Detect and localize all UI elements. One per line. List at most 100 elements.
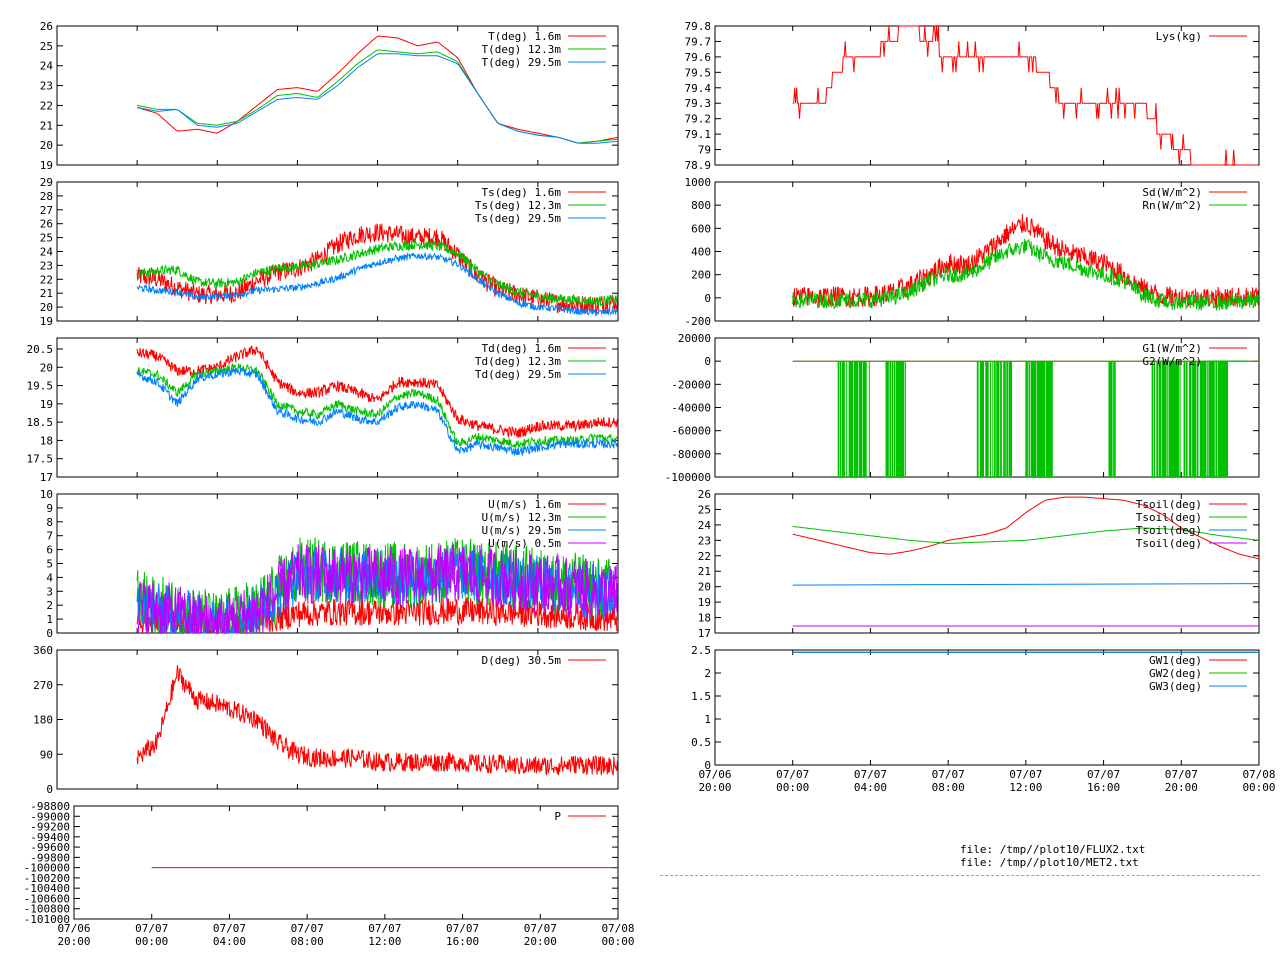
flux-dropout-band — [1108, 361, 1116, 477]
y-tick-label: 25 — [40, 232, 53, 245]
y-tick-label: 18.5 — [27, 416, 54, 429]
legend-label: Sd(W/m^2) — [1142, 186, 1202, 199]
chart-ground-flux: -100000 -80000 -60000 -40000 -20000 0 20000 G1(… — [665, 332, 1260, 484]
x-tick-time: 00:00 — [601, 935, 634, 948]
legend-label: D(deg) 30.5m — [482, 654, 562, 667]
chart-wind-direction: 0 90 180 270 360 D(deg) 30.5m — [33, 644, 619, 796]
series-line-red — [136, 35, 619, 144]
y-tick-label: 19 — [40, 315, 53, 328]
y-tick-label: 21 — [40, 119, 53, 132]
y-tick-label: 600 — [691, 222, 711, 235]
x-tick-time: 20:00 — [524, 935, 557, 948]
legend-label: Ts(deg) 1.6m — [482, 186, 562, 199]
x-tick-date: 07/07 — [1009, 768, 1042, 781]
x-tick-date: 07/07 — [932, 768, 965, 781]
y-tick-label: 2 — [46, 599, 53, 612]
series-line-green — [136, 239, 618, 307]
legend-label: Td(deg) 29.5m — [475, 368, 561, 381]
legend-label: Ts(deg) 12.3m — [475, 199, 561, 212]
y-tick-label: -80000 — [671, 448, 711, 461]
series-line-green — [136, 362, 618, 448]
legend-label: T(deg) 12.3m — [482, 43, 562, 56]
x-tick-time: 00:00 — [776, 781, 809, 794]
x-tick-date: 07/08 — [1242, 768, 1275, 781]
flux-dropout-band — [976, 361, 1012, 477]
x-tick-time: 20:00 — [698, 781, 731, 794]
y-tick-label: 26 — [698, 488, 711, 501]
series-line-blue — [137, 53, 619, 144]
x-tick-time: 00:00 — [135, 935, 168, 948]
legend-label: U(m/s) 29.5m — [482, 524, 562, 537]
y-tick-label: 29 — [40, 176, 53, 189]
chart-air-temperature: 19 20 21 22 23 24 25 26 T(deg) 1.6mT(deg) 12.3mT… — [40, 20, 619, 172]
y-tick-label: 19 — [40, 398, 53, 411]
x-tick-date: 07/08 — [601, 922, 634, 935]
y-tick-label: 9 — [46, 502, 53, 515]
y-tick-label: -20000 — [671, 378, 711, 391]
legend-label: G2(W/m^2) — [1142, 355, 1202, 368]
y-tick-label: 20 — [40, 301, 53, 314]
y-tick-label: 19 — [40, 159, 53, 172]
y-tick-label: 24 — [40, 60, 54, 73]
y-tick-label: -100000 — [24, 862, 70, 875]
y-tick-label: 24 — [40, 246, 54, 259]
y-tick-label: 20 — [40, 139, 53, 152]
x-tick-time: 20:00 — [57, 935, 90, 948]
y-tick-label: 79 — [698, 144, 711, 157]
plot-frame — [714, 493, 1260, 634]
y-tick-label: 24 — [698, 519, 712, 532]
y-tick-label: 5 — [46, 558, 53, 571]
legend-label: Td(deg) 12.3m — [475, 355, 561, 368]
y-tick-label: 10 — [40, 488, 53, 501]
y-tick-label: -100800 — [24, 903, 70, 916]
plot-frame — [56, 25, 619, 166]
y-tick-label: 0 — [704, 355, 711, 368]
x-tick-date: 07/07 — [135, 922, 168, 935]
x-tick-date: 07/07 — [854, 768, 887, 781]
legend-label: Td(deg) 1.6m — [482, 342, 562, 355]
series-line-green — [792, 238, 1259, 312]
chart-groundwater: 00.511.522.507/0620:0007/0700:0007/0704:… — [691, 644, 1275, 794]
y-tick-label: 28 — [40, 190, 53, 203]
legend-label: T(deg) 29.5m — [482, 56, 562, 69]
y-tick-label: 270 — [33, 679, 53, 692]
series-line-red — [136, 665, 618, 776]
file-note-met: file: /tmp//plot10/MET2.txt — [960, 856, 1139, 869]
series-line-red — [792, 496, 1260, 560]
y-tick-label: 22 — [40, 273, 53, 286]
legend-label: Tsoil(deg) — [1136, 498, 1202, 511]
y-tick-label: -100000 — [665, 471, 711, 484]
y-tick-label: -99400 — [30, 831, 70, 844]
y-tick-label: -98800 — [30, 800, 70, 813]
y-tick-label: 79.7 — [685, 35, 712, 48]
y-tick-label: 360 — [33, 644, 53, 657]
y-tick-label: 21 — [40, 287, 53, 300]
y-tick-label: 79.6 — [685, 51, 712, 64]
y-tick-label: 3 — [46, 585, 53, 598]
y-tick-label: 26 — [40, 20, 53, 33]
y-tick-label: 18 — [698, 612, 711, 625]
y-tick-label: 22 — [40, 99, 53, 112]
y-tick-label: 4 — [46, 571, 53, 584]
dashed-divider — [660, 875, 1260, 876]
series-line-red — [792, 214, 1259, 308]
y-tick-label: 78.9 — [685, 159, 712, 172]
y-tick-label: 1 — [46, 613, 53, 626]
x-tick-date: 07/07 — [213, 922, 246, 935]
x-tick-time: 00:00 — [1242, 781, 1275, 794]
legend-label: Lys(kg) — [1156, 30, 1202, 43]
y-tick-label: 0 — [704, 292, 711, 305]
y-tick-label: -101000 — [24, 913, 70, 926]
y-tick-label: 2.5 — [691, 644, 711, 657]
y-tick-label: 19 — [698, 596, 711, 609]
legend-label: G1(W/m^2) — [1142, 342, 1202, 355]
y-tick-label: 1 — [704, 713, 711, 726]
y-tick-label: 27 — [40, 204, 53, 217]
series-line-red — [136, 223, 618, 315]
legend-label: T(deg) 1.6m — [488, 30, 561, 43]
legend-label: GW3(deg) — [1149, 680, 1202, 693]
series-line-blue — [136, 366, 618, 457]
